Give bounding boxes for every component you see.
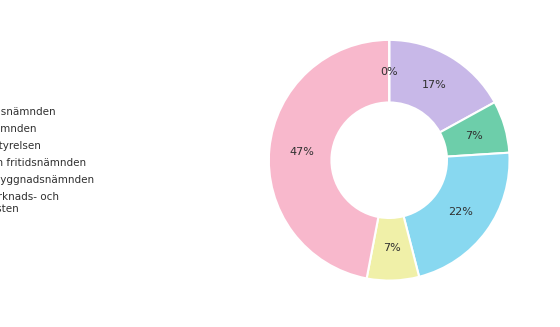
Legend: Utbildningsnämnden, Omorgsnämnden, Kommunstyrelsen, Kultur- och fritidsnämnden, : Utbildningsnämnden, Omorgsnämnden, Kommu… xyxy=(0,104,98,217)
Text: 0%: 0% xyxy=(380,67,398,77)
Wedge shape xyxy=(389,40,494,132)
Wedge shape xyxy=(367,216,419,281)
Wedge shape xyxy=(440,102,509,157)
Text: 47%: 47% xyxy=(290,147,314,157)
Text: 7%: 7% xyxy=(383,243,401,253)
Wedge shape xyxy=(404,153,510,277)
Text: 22%: 22% xyxy=(448,207,473,217)
Text: 7%: 7% xyxy=(465,131,482,141)
Text: 17%: 17% xyxy=(422,79,446,90)
Wedge shape xyxy=(269,40,389,278)
